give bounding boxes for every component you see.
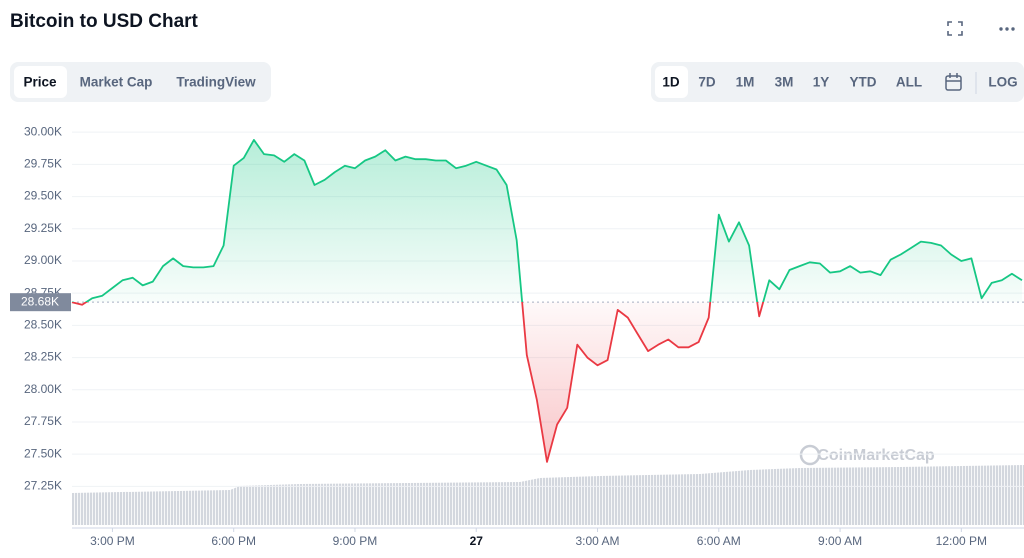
range-button[interactable]: 7D <box>698 75 716 90</box>
tab[interactable]: TradingView <box>176 75 256 90</box>
y-tick-label: 29.00K <box>24 253 62 267</box>
calendar-icon[interactable] <box>945 73 962 91</box>
range-selected <box>655 66 688 98</box>
range-button[interactable]: 1Y <box>813 75 830 90</box>
range-button[interactable]: 3M <box>775 75 794 90</box>
title: Bitcoin to USD Chart <box>10 11 199 32</box>
tab-selected <box>14 66 67 98</box>
range-button[interactable]: YTD <box>850 75 877 90</box>
range-button[interactable]: 1D <box>662 75 680 90</box>
x-tick-label: 27 <box>470 534 484 548</box>
range-button[interactable]: ALL <box>896 75 922 90</box>
y-tick-label: 29.75K <box>24 157 62 171</box>
y-tick-label: 27.50K <box>24 446 62 460</box>
y-tick-label: 28.25K <box>24 350 62 364</box>
tab[interactable]: Price <box>23 75 57 90</box>
tab-group <box>10 62 271 102</box>
watermark: CoinMarketCap <box>817 447 935 464</box>
more-icon[interactable] <box>999 27 1015 31</box>
x-tick-label: 9:00 AM <box>818 534 862 548</box>
x-tick-label: 6:00 PM <box>211 534 256 548</box>
range-group <box>651 62 1024 102</box>
y-tick-label: 29.25K <box>24 221 62 235</box>
y-tick-label: 30.00K <box>24 124 62 138</box>
y-tick-label: 27.25K <box>24 479 62 493</box>
price-line <box>71 139 1023 463</box>
x-tick-label: 9:00 PM <box>333 534 378 548</box>
reference-label-box <box>10 293 71 312</box>
range-button[interactable]: 1M <box>736 75 755 90</box>
area <box>72 139 1022 462</box>
x-tick-label: 12:00 PM <box>936 534 987 548</box>
log-button[interactable]: LOG <box>988 75 1017 90</box>
x-tick-label: 3:00 PM <box>90 534 135 548</box>
y-tick-label: 29.50K <box>24 189 62 203</box>
y-tick-label: 28.50K <box>24 318 62 332</box>
tab[interactable]: Market Cap <box>80 75 153 90</box>
x-tick-label: 6:00 AM <box>697 534 741 548</box>
y-tick-label: 28.00K <box>24 382 62 396</box>
fullscreen-icon[interactable] <box>947 21 963 36</box>
volume-bars <box>72 465 1024 525</box>
y-tick-label: 27.75K <box>24 414 62 428</box>
x-tick-label: 3:00 AM <box>576 534 620 548</box>
watermark-logo <box>799 444 821 466</box>
reference-label: 28.68K <box>21 294 59 308</box>
